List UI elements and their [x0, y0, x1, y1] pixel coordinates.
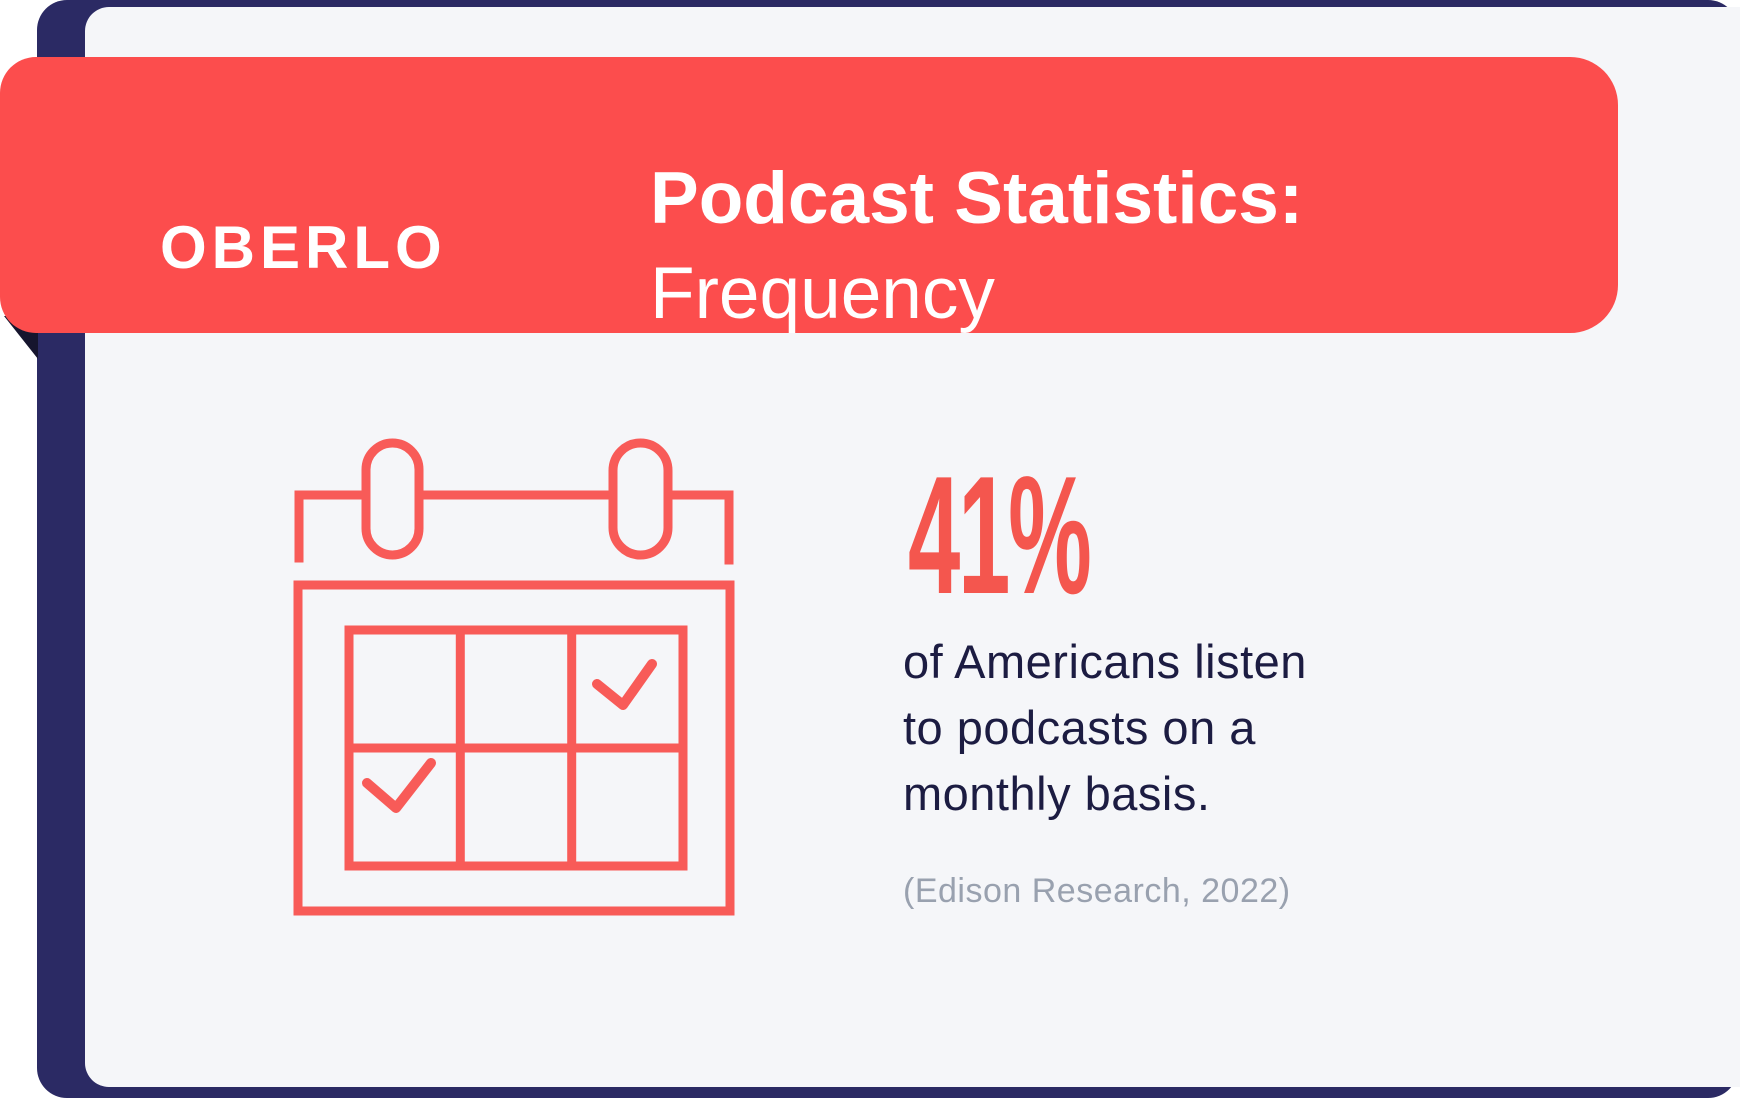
page-title: Podcast Statistics: Frequency: [650, 151, 1303, 341]
title-line-1: Podcast Statistics:: [650, 158, 1304, 239]
stat-description-line-2: to podcasts on a: [903, 701, 1256, 754]
source-citation: (Edison Research, 2022): [903, 872, 1291, 910]
stat-value: 41%: [908, 441, 1092, 629]
calendar-icon: [293, 438, 735, 916]
header-ribbon: OBERLO Podcast Statistics: Frequency: [0, 57, 1618, 334]
title-line-2: Frequency: [650, 253, 995, 334]
oberlo-logo: OBERLO: [160, 214, 447, 281]
stat-description-line-1: of Americans listen: [903, 635, 1307, 688]
stat-description-line-3: monthly basis.: [903, 767, 1211, 820]
stat-description: of Americans listen to podcasts on a mon…: [903, 629, 1307, 827]
checkmark-icon: [362, 758, 436, 813]
checkmark-icon: [592, 659, 657, 710]
